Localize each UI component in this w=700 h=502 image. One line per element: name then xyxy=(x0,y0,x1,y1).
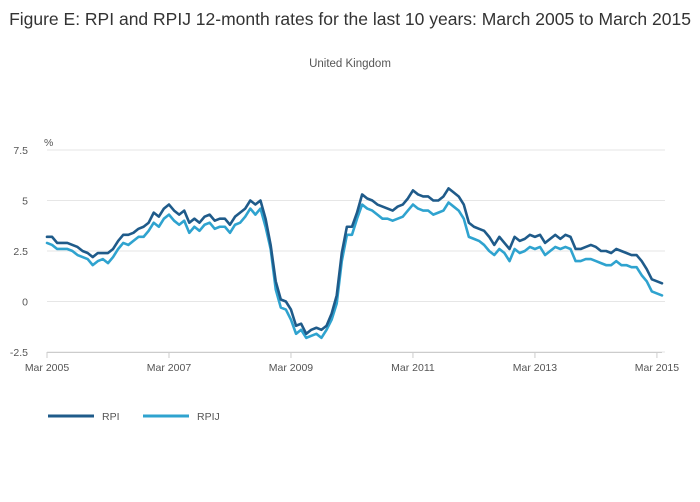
x-tick-label: Mar 2007 xyxy=(147,362,192,374)
legend-label-rpij: RPIJ xyxy=(197,411,220,423)
series-line-rpi xyxy=(45,187,664,336)
y-tick-label: -2.5 xyxy=(10,347,28,359)
y-tick-label: 7.5 xyxy=(13,145,28,157)
chart-title: Figure E: RPI and RPIJ 12-month rates fo… xyxy=(9,9,691,29)
x-tick-label: Mar 2009 xyxy=(269,362,314,374)
y-tick-label: 5 xyxy=(22,196,28,208)
chart-subtitle: United Kingdom xyxy=(309,58,391,70)
y-tick-label: 0 xyxy=(22,297,28,309)
axis-layer: 7.5 5 2.5 0 -2.5% Mar 2005 Mar 2007 Mar 2009 Mar… xyxy=(10,137,679,374)
series-layer xyxy=(45,187,664,340)
y-tick-label: 2.5 xyxy=(13,246,28,258)
x-tick-label: Mar 2015 xyxy=(635,362,680,374)
series-line-rpij xyxy=(45,201,664,340)
x-tick-label: Mar 2013 xyxy=(513,362,558,374)
x-tick-label: Mar 2011 xyxy=(391,362,435,374)
legend: RPI RPIJ xyxy=(48,411,220,423)
x-tick-label: Mar 2005 xyxy=(25,362,70,374)
legend-label-rpi: RPI xyxy=(102,411,120,423)
y-axis-unit-label: % xyxy=(44,137,53,149)
